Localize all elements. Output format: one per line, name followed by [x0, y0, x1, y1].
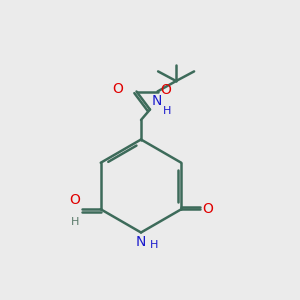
Text: N: N	[152, 94, 162, 108]
Text: H: H	[163, 106, 171, 116]
Text: N: N	[136, 235, 146, 249]
Text: O: O	[69, 193, 80, 207]
Text: O: O	[112, 82, 123, 95]
Text: O: O	[160, 83, 171, 97]
Text: O: O	[202, 202, 213, 216]
Text: H: H	[149, 240, 158, 250]
Text: H: H	[71, 217, 80, 227]
